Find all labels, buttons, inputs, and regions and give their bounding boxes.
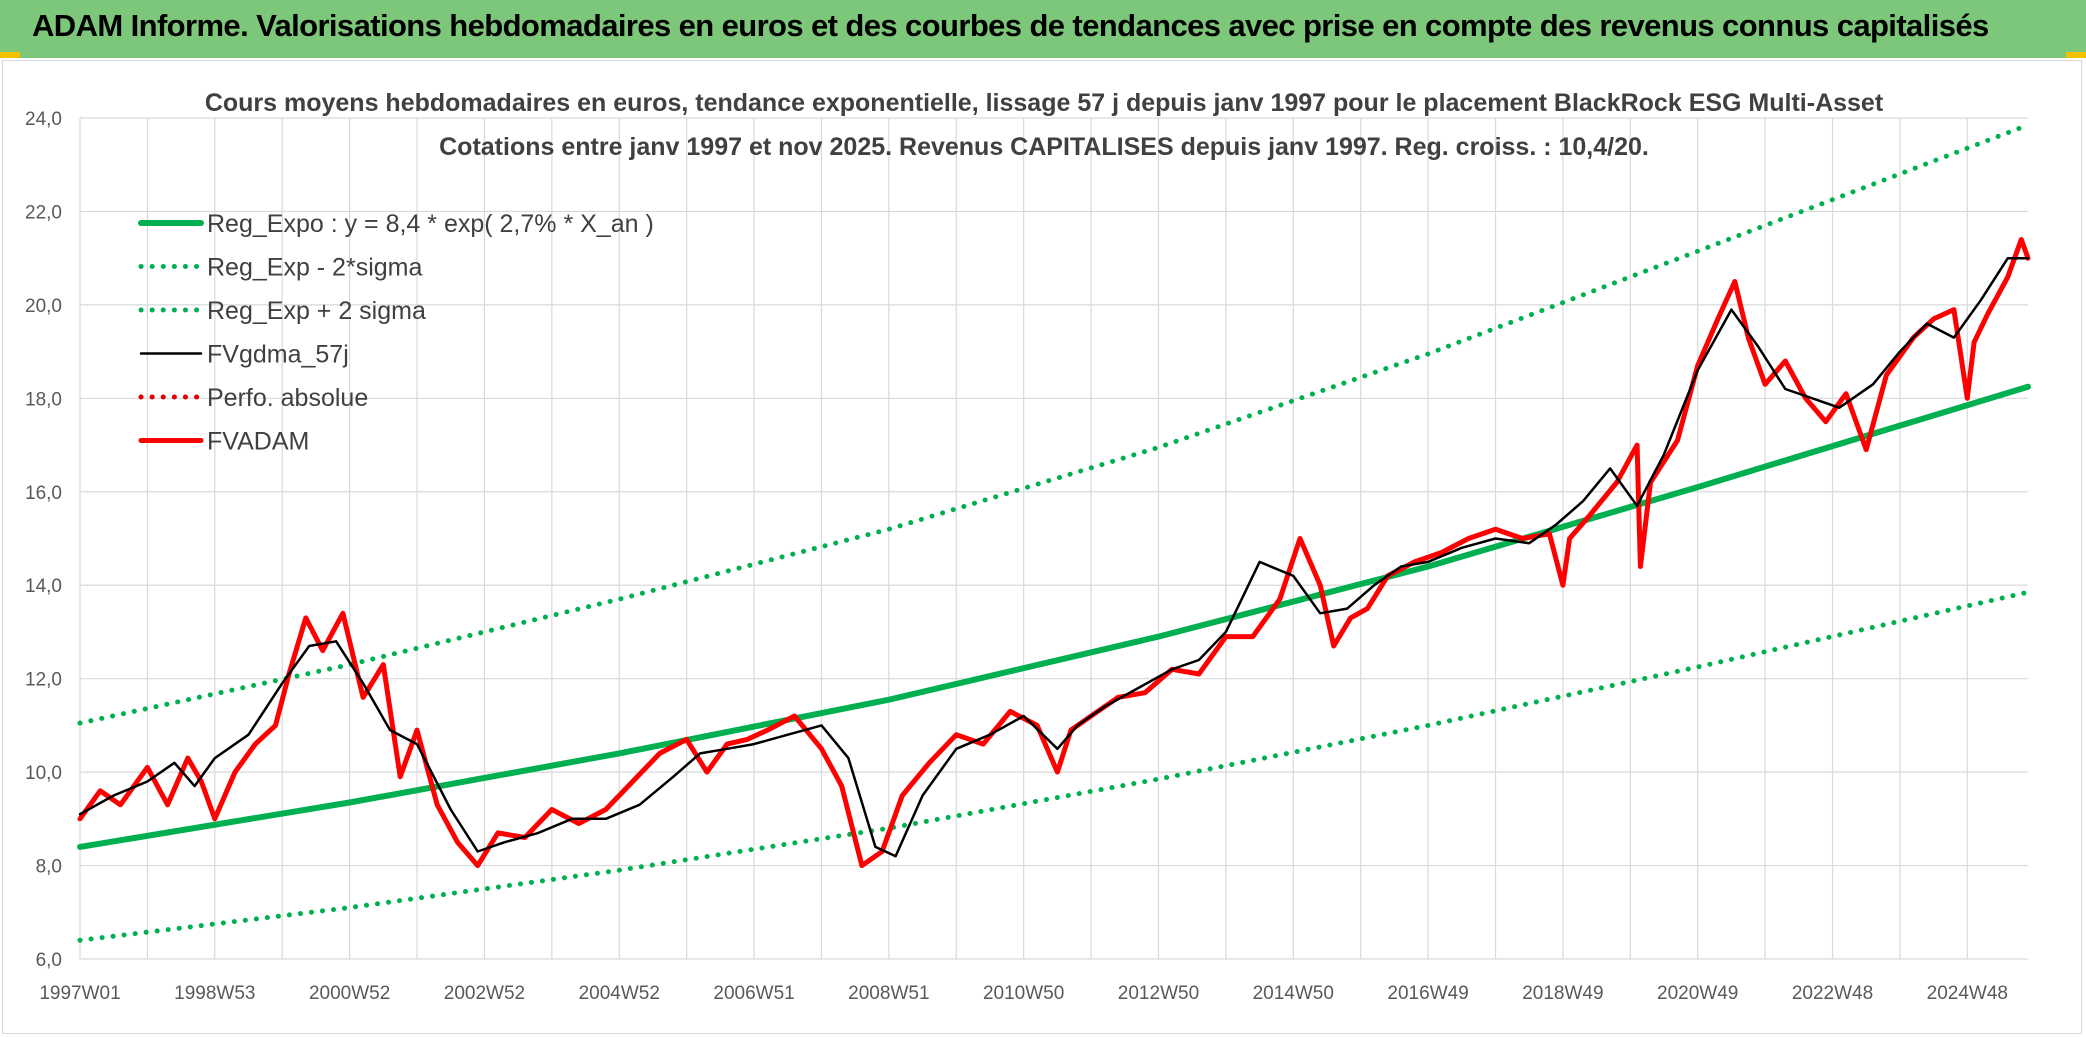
y-tick-label: 6,0: [36, 950, 62, 971]
y-tick-label: 12,0: [25, 670, 62, 691]
y-tick-label: 22,0: [25, 202, 62, 223]
banner: ADAM Informe. Valorisations hebdomadaire…: [0, 0, 2086, 58]
y-tick-label: 10,0: [25, 763, 62, 784]
x-tick-label: 2004W52: [579, 983, 660, 1004]
x-tick-label: 2010W50: [983, 983, 1064, 1004]
y-tick-label: 24,0: [25, 109, 62, 130]
legend-label: Perfo. absolue: [207, 384, 368, 412]
corner-marker-left: [0, 52, 20, 58]
x-tick-label: 2002W52: [444, 983, 525, 1004]
x-tick-label: 2016W49: [1387, 983, 1468, 1004]
chart-grid: [79, 117, 2028, 960]
corner-marker-right: [2066, 52, 2086, 58]
x-tick-label: 1998W53: [174, 983, 255, 1004]
x-tick-label: 2020W49: [1657, 983, 1738, 1004]
banner-title: ADAM Informe. Valorisations hebdomadaire…: [32, 8, 1989, 43]
chart-subtitle: Cotations entre janv 1997 et nov 2025. R…: [439, 133, 1649, 161]
legend-label: Reg_Expo : y = 8,4 * exp( 2,7% * X_an ): [207, 210, 654, 238]
series-line: [77, 589, 2031, 943]
x-tick-label: 2012W50: [1118, 983, 1199, 1004]
series-line: [77, 122, 2031, 726]
y-tick-label: 18,0: [25, 389, 62, 410]
x-tick-label: 2018W49: [1522, 983, 1603, 1004]
chart-title: Cours moyens hebdomadaires en euros, ten…: [205, 89, 1884, 117]
y-tick-label: 14,0: [25, 576, 62, 597]
series-line: [77, 383, 2031, 850]
chart-legend: Reg_Expo : y = 8,4 * exp( 2,7% * X_an ) R…: [138, 210, 654, 456]
legend-label: Reg_Exp + 2 sigma: [207, 297, 426, 325]
legend-label: Reg_Exp - 2*sigma: [207, 254, 422, 282]
chart-titles: Cours moyens hebdomadaires en euros, ten…: [205, 89, 1884, 161]
x-tick-label: 2022W48: [1792, 983, 1873, 1004]
y-tick-label: 20,0: [25, 296, 62, 317]
x-tick-label: 1997W01: [39, 983, 120, 1004]
x-tick-label: 2024W48: [1927, 983, 2008, 1004]
legend-label: FVADAM: [207, 428, 309, 456]
series-lines: [77, 122, 2031, 943]
y-tick-label: 8,0: [36, 857, 62, 878]
x-tick-label: 2000W52: [309, 983, 390, 1004]
series-line: [78, 256, 2030, 858]
legend-label: FVgdma_57j: [207, 341, 349, 369]
x-axis-ticks: 1997W01 1998W53 2000W52 2002W52 2004W52 2006W…: [39, 983, 2008, 1004]
chart-frame: [2, 60, 2082, 1034]
y-axis-ticks: 6,0 8,0 10,0 12,0 14,0 16,0 18,0 20,0 22,0 24,0: [25, 109, 62, 971]
x-tick-label: 2006W51: [713, 983, 794, 1004]
y-tick-label: 16,0: [25, 483, 62, 504]
x-tick-label: 2008W51: [848, 983, 929, 1004]
x-tick-label: 2014W50: [1253, 983, 1334, 1004]
